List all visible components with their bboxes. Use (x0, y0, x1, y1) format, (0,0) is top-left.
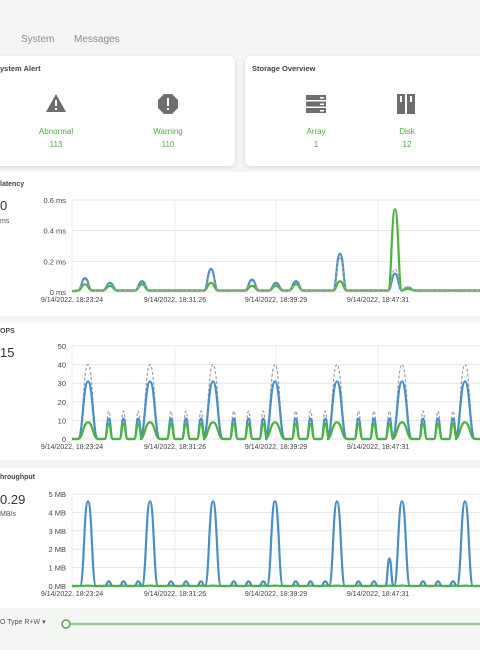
x-tick-label: 9/14/2022, 18:23:24 (41, 297, 103, 304)
throughput-chart[interactable]: 5 MB 4 MB 3 MB 2 MB 1 MB 0 MB9/14/2022, 18:23… (0, 484, 480, 604)
x-tick-label: 9/14/2022, 18:47:31 (347, 297, 409, 304)
x-tick-label: 9/14/2022, 18:39:29 (245, 591, 307, 598)
storage-overview-card (245, 56, 480, 166)
x-tick-label: 9/14/2022, 18:39:29 (245, 444, 307, 451)
io-type-label: O Type R+W (0, 619, 41, 626)
abnormal-value: 113 (49, 140, 63, 149)
system-alert-title: ystem Alert (0, 64, 41, 73)
iops-chart[interactable]: 50 40 30 20 10 09/14/2022, 18:23:24 9/14/2022,… (0, 338, 480, 458)
y-tick-label: 0.4 ms (43, 227, 66, 236)
throughput-unit: MB/s (0, 511, 16, 518)
y-tick-label: 10 (58, 416, 66, 425)
y-tick-label: 20 (58, 398, 66, 407)
x-tick-label: 9/14/2022, 18:39:29 (245, 297, 307, 304)
y-tick-label: 50 (58, 342, 66, 351)
throughput-value: 0.29 (0, 492, 26, 507)
top-tabs: System Messages (0, 0, 480, 56)
y-tick-label: 2 MB (48, 545, 66, 554)
tab-system[interactable]: System (21, 34, 55, 45)
latency-chart[interactable]: 0.6 ms0.4 ms0.2 ms0 ms9/14/2022, 18:23:2… (0, 190, 480, 310)
y-tick-label: 4 MB (48, 508, 66, 517)
y-tick-label: 5 MB (48, 490, 66, 499)
disk-label: Disk (399, 127, 415, 136)
y-tick-label: 1 MB (48, 564, 66, 573)
latency-title: latency (0, 181, 25, 188)
system-alert-card (0, 56, 235, 166)
series-line-2 (71, 257, 480, 292)
latency-value: 0 (0, 198, 8, 213)
array-label: Array (306, 127, 326, 136)
y-tick-label: 0.2 ms (43, 257, 66, 266)
array-value: 1 (313, 140, 319, 149)
warning-triangle-icon (46, 94, 66, 112)
x-tick-label: 9/14/2022, 18:47:31 (347, 591, 409, 598)
disk-icon (397, 94, 415, 114)
y-tick-label: 3 MB (48, 527, 66, 536)
array-icon (306, 95, 326, 113)
y-tick-label: 0 MB (48, 582, 66, 591)
y-tick-label: 40 (58, 361, 66, 370)
throughput-title: hroughput (0, 474, 35, 481)
x-tick-label: 9/14/2022, 18:23:24 (41, 591, 103, 598)
tab-messages[interactable]: Messages (74, 34, 120, 45)
io-type-select[interactable]: O Type R+W ▾ (0, 619, 46, 626)
iops-title: OPS (0, 328, 15, 335)
y-tick-label: 0.6 ms (43, 196, 66, 205)
abnormal-stat[interactable]: Abnormal 113 (21, 127, 91, 149)
disk-value: 12 (402, 140, 412, 149)
disk-stat[interactable]: Disk 12 (372, 127, 442, 149)
warning-stat[interactable]: Warning 110 (133, 127, 203, 149)
y-tick-label: 0 ms (50, 288, 67, 297)
series-line-2 (71, 421, 480, 441)
y-tick-label: 30 (58, 379, 66, 388)
storage-overview-title: Storage Overview (252, 64, 316, 73)
warning-label: Warning (153, 127, 183, 136)
x-tick-label: 9/14/2022, 18:31:26 (144, 444, 206, 451)
iops-value: 15 (0, 345, 15, 360)
x-tick-label: 9/14/2022, 18:47:31 (347, 444, 409, 451)
x-tick-label: 9/14/2022, 18:31:26 (144, 591, 206, 598)
time-range-slider[interactable] (60, 618, 480, 630)
warning-value: 110 (161, 140, 175, 149)
array-stat[interactable]: Array 1 (281, 127, 351, 149)
x-tick-label: 9/14/2022, 18:23:24 (41, 444, 103, 451)
latency-unit: ms (0, 218, 10, 225)
y-tick-label: 0 (62, 435, 66, 444)
warning-octagon-icon (158, 94, 178, 114)
abnormal-label: Abnormal (38, 127, 74, 136)
slider-handle (61, 619, 71, 629)
x-tick-label: 9/14/2022, 18:31:26 (144, 297, 206, 304)
